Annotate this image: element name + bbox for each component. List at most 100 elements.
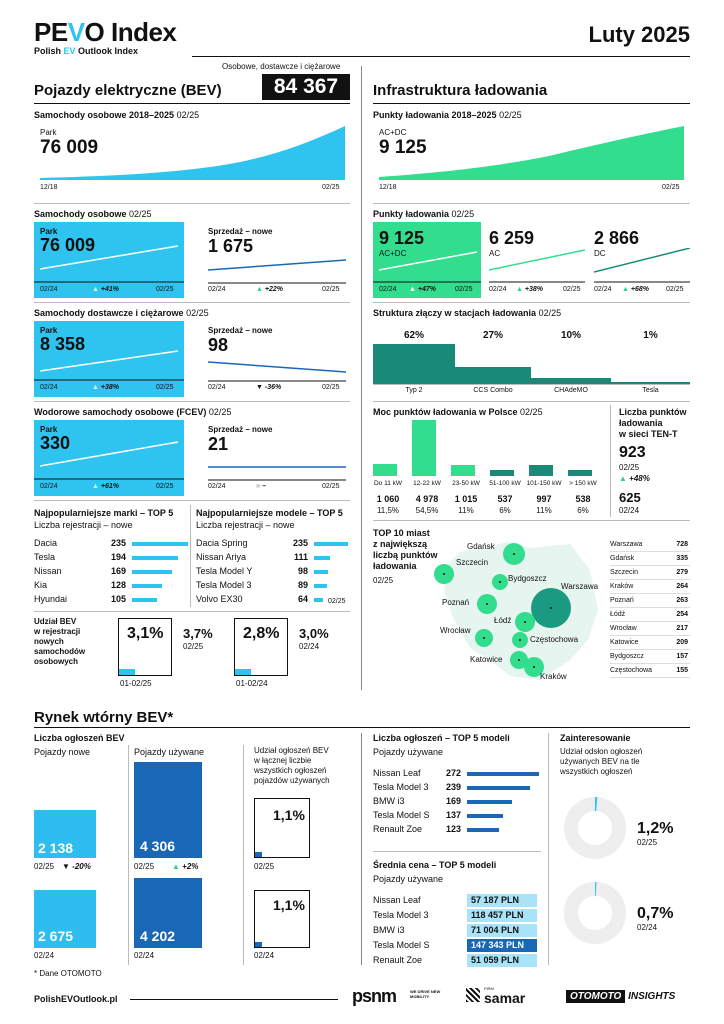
top-model-value: 137 (445, 810, 461, 820)
cars-sales-value: 1 675 (208, 236, 254, 256)
fcev-sales-chart (208, 466, 346, 481)
power-bar (451, 465, 475, 476)
interest-title: Zainteresowanie (560, 733, 631, 743)
city-value: 157 (676, 653, 688, 660)
power-category: 12-22 kW (413, 480, 441, 487)
city-name: Poznań (610, 597, 634, 604)
top-models-list: Nissan Leaf 272 Tesla Model 3 239 BMW i3 169 T… (373, 768, 543, 838)
fcev-sales-x0: 02/24 (208, 483, 226, 490)
used-label: Pojazdy używane (134, 747, 205, 757)
share-box-2: 2,8% (234, 618, 288, 676)
model-name: Tesla Model Y (196, 566, 253, 576)
power-value: 1 015 (454, 494, 478, 504)
power-title: Moc punktów ładowania w Polsce 02/25 (373, 407, 543, 417)
bev-title: Pojazdy elektryczne (BEV) (34, 82, 222, 99)
cars-park-value: 76 009 (40, 235, 96, 255)
brand-value: 128 (110, 580, 126, 590)
tent-prev: 625 (619, 490, 641, 505)
ads-share-cur: 1,1% (273, 807, 305, 823)
ads-title: Liczba ogłoszeń BEV (34, 733, 125, 743)
top-models-sub: Pojazdy używane (373, 747, 444, 757)
used-title: Rynek wtórny BEV* (34, 709, 174, 726)
city-value: 217 (676, 625, 688, 632)
points-label: AC+DC (379, 128, 407, 137)
power-value: 538 (575, 494, 591, 504)
top-model-name: Nissan Leaf (373, 768, 421, 778)
cities-table: Warszawa 728 Gdańsk 335 Szczecin 279 Kraków 264… (610, 538, 690, 678)
brand-bar (132, 598, 157, 602)
price-model-name: Nissan Leaf (373, 895, 421, 905)
price-value: 71 004 PLN (467, 924, 537, 937)
connector-percent: 1% (643, 330, 658, 341)
map-label-gdansk: Gdańsk (467, 542, 495, 551)
city-name: Łódź (610, 611, 626, 618)
brand-bar (132, 542, 188, 546)
city-value: 209 (676, 639, 688, 646)
acdc-label: AC+DC (379, 249, 407, 258)
map-label-czestochowa: Częstochowa (530, 635, 579, 644)
footer-url[interactable]: PolishEVOutlook.pl (34, 994, 118, 1004)
samar-logo: samar (484, 990, 526, 1006)
map-label-poznan: Poznań (442, 598, 470, 607)
total-value: 84 367 (262, 74, 350, 100)
models-period: 02/25 (328, 598, 346, 605)
cars-sales-x0: 02/24 (208, 286, 226, 293)
price-value: 147 343 PLN (467, 939, 537, 952)
top-models-title: Liczba ogłoszeń – TOP 5 modeli (373, 733, 510, 743)
cities-row-line (610, 579, 690, 580)
model-name: Dacia Spring (196, 538, 248, 548)
top-model-value: 123 (445, 824, 461, 834)
models-sub: Liczba rejestracji – nowe (196, 520, 295, 530)
top-model-name: Tesla Model S (373, 810, 430, 820)
map-label-wroclaw: Wrocław (440, 626, 471, 635)
ac-value: 6 259 (489, 228, 535, 248)
connector-percent: 62% (403, 330, 424, 341)
share-side-2-period: 02/24 (299, 642, 320, 651)
brand-name: Dacia (34, 538, 58, 548)
power-percent: 6% (499, 506, 511, 515)
ads-share-cur-period: 02/25 (254, 862, 275, 871)
power-value: 537 (497, 494, 513, 504)
samar-logo-pre: FIRM (484, 986, 494, 991)
share-side-1-period: 02/25 (183, 642, 204, 651)
new-label: Pojazdy nowe (34, 747, 91, 757)
brand-bar (132, 570, 172, 574)
city-value: 279 (676, 569, 688, 576)
brands-list: Dacia 235 Tesla 194 Nissan 169 Kia 128 Hyundai 10… (34, 538, 188, 608)
power-bar (529, 465, 553, 476)
brands-sub: Liczba rejestracji – nowe (34, 520, 133, 530)
share-box-1: 3,1% (118, 618, 172, 676)
map-label-szczecin: Szczecin (456, 558, 489, 567)
park-x1: 02/25 (322, 184, 340, 191)
vans-park-x0: 02/24 (40, 384, 58, 391)
fcev-park-tile: Park 330 02/24 ▲ +61% 02/25 (34, 420, 184, 496)
new-cur-value: 2 138 (38, 840, 74, 856)
fcev-park-label: Park (40, 425, 58, 434)
power-value: 4 978 (415, 494, 439, 504)
psnm-logo-sub: WE DRIVE NEW MOBILITY (410, 989, 441, 999)
samar-logo-icon (466, 988, 480, 1002)
points-x0: 12/18 (379, 184, 397, 191)
vans-park-x1: 02/25 (156, 384, 174, 391)
report-date: Luty 2025 (588, 22, 691, 47)
price-value: 51 059 PLN (467, 954, 537, 967)
tent-change: ▲ +48% (619, 474, 650, 483)
vans-park-change: ▲ +38% (92, 384, 119, 391)
city-name: Kraków (610, 583, 634, 590)
top-model-bar (467, 800, 512, 804)
brand-name: Hyundai (34, 594, 68, 604)
used-prev-bar: 4 202 (134, 878, 202, 948)
dc-chart (594, 248, 690, 283)
cities-row-line (610, 607, 690, 608)
brand-value: 235 (110, 538, 126, 548)
dc-value: 2 866 (594, 228, 640, 248)
brand-value: 105 (110, 594, 126, 604)
price-title: Średnia cena – TOP 5 modeli (373, 860, 497, 870)
cars-sales-x1: 02/25 (322, 286, 340, 293)
used-change: ▲ +2% (172, 862, 199, 871)
power-percent: 54,5% (415, 506, 439, 515)
map-label-lodz: Łódź (494, 616, 512, 625)
city-name: Warszawa (610, 541, 643, 548)
city-name: Katowice (610, 639, 639, 646)
top-model-name: Renault Zoe (373, 824, 423, 834)
